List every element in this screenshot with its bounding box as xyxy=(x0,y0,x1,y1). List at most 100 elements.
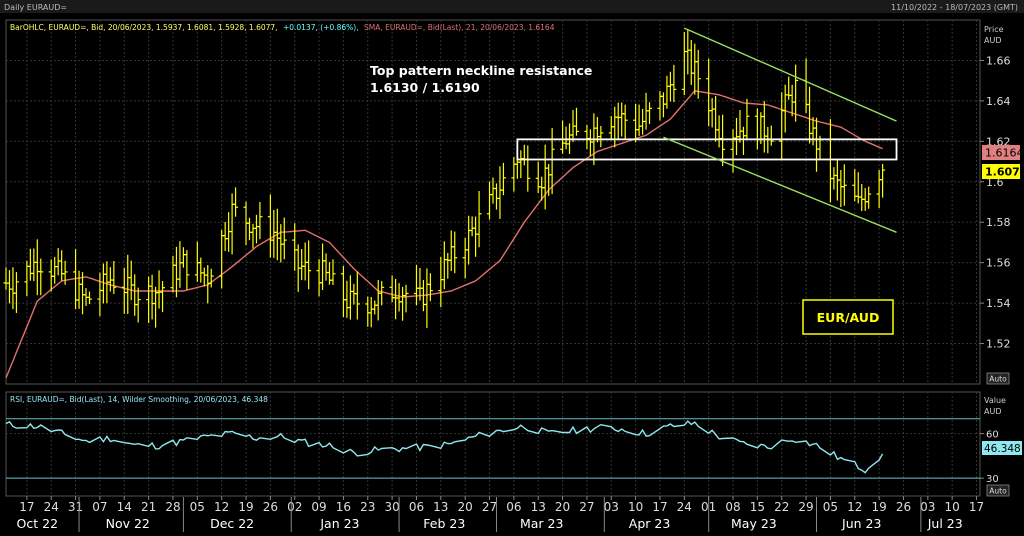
pattern-overlays xyxy=(516,27,898,233)
ohlc-bar xyxy=(841,164,847,206)
sma-price-value: 1.6164 xyxy=(985,147,1024,160)
month-label: May 23 xyxy=(731,516,777,531)
price-tick-label: 1.6 xyxy=(986,176,1004,189)
rsi-axis: 30 60 xyxy=(980,430,999,485)
ohlc-bar xyxy=(62,260,68,285)
main-panel-frame xyxy=(5,19,981,385)
main-grid xyxy=(6,20,980,384)
day-tick-label: 28 xyxy=(165,500,180,514)
day-tick-label: 16 xyxy=(336,500,351,514)
time-axis: 17 24 31 07 14 21 28 05 12 19 26 02 09 16 23 30 06 13 20 27… xyxy=(17,496,984,532)
annotation-line-1: Top pattern neckline resistance xyxy=(370,63,592,78)
ohlc-bar xyxy=(208,268,214,288)
ohlc-bar xyxy=(379,281,385,306)
last-price-flag: 1.607 xyxy=(982,164,1020,179)
sma-price-flag: 1.6164 xyxy=(982,145,1024,160)
month-label: Mar 23 xyxy=(520,516,563,531)
day-tick-label: 15 xyxy=(750,500,765,514)
ohlc-bar xyxy=(500,162,506,196)
day-tick-label: 07 xyxy=(92,500,107,514)
day-tick-label: 05 xyxy=(190,500,205,514)
month-label: Jul 23 xyxy=(927,516,963,531)
day-tick-label: 06 xyxy=(506,500,521,514)
rsi-auto-button[interactable]: Auto xyxy=(986,484,1010,497)
price-tick-label: 1.64 xyxy=(986,95,1011,108)
day-tick-label: 21 xyxy=(141,500,156,514)
rsi-axis-title: Value xyxy=(984,396,1006,405)
day-tick-label: 02 xyxy=(287,500,302,514)
rsi-grid xyxy=(6,392,980,496)
ohlc-bar xyxy=(354,271,360,320)
ohlc-bar xyxy=(573,107,579,136)
month-label: Jun 23 xyxy=(841,516,881,531)
day-tick-label: 08 xyxy=(725,500,740,514)
day-tick-label: 17 xyxy=(652,500,667,514)
day-tick-label: 12 xyxy=(847,500,862,514)
rsi-value: 46.348 xyxy=(984,443,1021,455)
day-tick-label: 19 xyxy=(871,500,886,514)
day-tick-label: 29 xyxy=(798,500,813,514)
neckline-box xyxy=(516,138,898,161)
rsi-tick-label: 60 xyxy=(986,430,999,441)
day-tick-label: 17 xyxy=(19,500,34,514)
ohlc-bar xyxy=(38,258,44,296)
day-tick-label: 27 xyxy=(482,500,497,514)
price-tick-label: 1.66 xyxy=(986,54,1011,67)
ohlc-bar xyxy=(403,284,409,313)
ohlc-bar xyxy=(744,98,750,140)
price-tick-label: 1.58 xyxy=(986,216,1011,229)
month-label: Feb 23 xyxy=(423,516,465,531)
rsi-legend: RSI, EURAUD=, Bid(Last), 14, Wilder Smoo… xyxy=(10,395,268,404)
ohlc-bar xyxy=(13,272,19,313)
day-tick-label: 20 xyxy=(458,500,473,514)
day-tick-label: 05 xyxy=(823,500,838,514)
ohlc-bar xyxy=(866,186,872,209)
price-tick-label: 1.52 xyxy=(986,338,1011,351)
legend-sma-text: SMA, EURAUD=, Bid(Last), 21, 20/06/2023,… xyxy=(364,23,555,32)
window-title: Daily EURAUD= xyxy=(4,3,67,12)
month-label: Nov 22 xyxy=(106,516,150,531)
ohlc-series xyxy=(3,29,886,329)
day-tick-label: 20 xyxy=(555,500,570,514)
ohlc-bar xyxy=(233,187,239,217)
month-label: Dec 22 xyxy=(210,516,254,531)
ohlc-bar xyxy=(330,259,336,285)
price-tick-label: 1.56 xyxy=(986,257,1011,270)
rsi-axis-unit: AUD xyxy=(984,407,1002,416)
ohlc-bar xyxy=(622,104,628,141)
ohlc-bar xyxy=(111,260,117,294)
main-auto-button[interactable]: Auto xyxy=(986,372,1010,385)
day-tick-label: 24 xyxy=(44,500,59,514)
day-tick-label: 13 xyxy=(433,500,448,514)
legend-bar-text: BarOHLC, EURAUD=, Bid, 20/06/2023, 1.593… xyxy=(10,23,278,32)
channel-upper-line xyxy=(684,27,897,122)
rsi-series xyxy=(5,420,884,474)
ohlc-bar xyxy=(281,217,287,260)
main-auto-label: Auto xyxy=(989,375,1007,384)
day-tick-label: 30 xyxy=(384,500,399,514)
ohlc-bar xyxy=(671,64,677,103)
day-tick-label: 26 xyxy=(263,500,278,514)
day-tick-label: 03 xyxy=(920,500,935,514)
rsi-line xyxy=(5,420,884,474)
ohlc-bar xyxy=(598,125,604,148)
rsi-panel-frame xyxy=(5,391,981,497)
month-label: Apr 23 xyxy=(629,516,671,531)
ohlc-bar xyxy=(86,291,92,305)
ohlc-bar xyxy=(880,163,886,198)
month-label: Jan 23 xyxy=(319,516,359,531)
price-axis-title: Price xyxy=(984,25,1004,34)
price-tick-label: 1.54 xyxy=(986,297,1011,310)
day-tick-label: 13 xyxy=(531,500,546,514)
channel-lower-line xyxy=(663,136,897,233)
date-range-label: 11/10/2022 - 18/07/2023 (GMT) xyxy=(891,3,1018,12)
day-tick-label: 17 xyxy=(969,500,984,514)
ohlc-bar xyxy=(135,287,141,323)
pair-badge: EUR/AUD xyxy=(802,299,894,335)
last-price-value: 1.607 xyxy=(985,166,1020,179)
rsi-tick-label: 30 xyxy=(986,474,999,485)
ohlc-bar xyxy=(647,102,653,125)
day-tick-label: 06 xyxy=(409,500,424,514)
